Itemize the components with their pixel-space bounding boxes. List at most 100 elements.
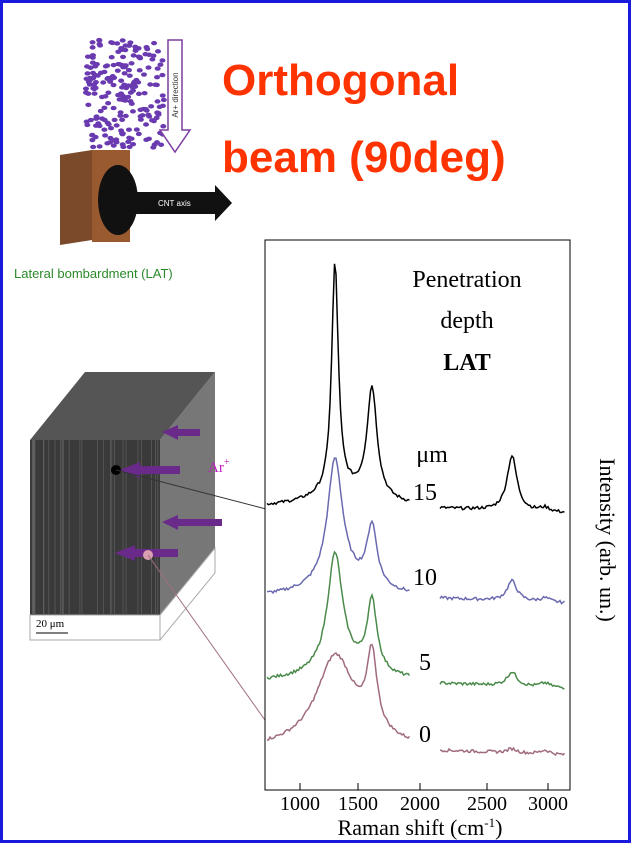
ion-dot: [116, 62, 123, 67]
ion-dot: [122, 47, 129, 53]
ion-dot: [150, 118, 157, 124]
ion-dot: [143, 137, 150, 143]
ion-dot: [102, 94, 109, 99]
ion-dot: [130, 53, 137, 58]
ion-dot: [120, 144, 127, 150]
title: Orthogonal: [222, 56, 459, 105]
ion-dot: [118, 78, 125, 83]
ion-dot: [114, 68, 121, 73]
ion-dot: [85, 79, 92, 85]
ion-dot: [137, 56, 144, 61]
ion-dot: [110, 143, 117, 148]
ion-dot: [145, 65, 152, 70]
sem-block: 20 μm Ar+: [29, 372, 273, 731]
ion-dot: [159, 103, 166, 108]
cnt-disc: [98, 165, 138, 235]
ion-dot: [110, 82, 117, 88]
ion-dot: [84, 122, 91, 128]
ion-dot: [97, 108, 104, 114]
ion-dot: [120, 64, 127, 70]
ion-dot: [153, 115, 160, 121]
ion-dot: [160, 124, 167, 129]
ion-dot: [107, 79, 114, 84]
ion-dot: [85, 91, 92, 96]
ion-dot: [110, 62, 117, 68]
x-tick-label: 1500: [338, 793, 378, 815]
ion-dot: [148, 104, 155, 109]
ion-label: Ar+: [208, 457, 230, 476]
ion-dot: [113, 123, 120, 128]
ion-dot: [105, 101, 112, 106]
ion-dot: [126, 73, 133, 78]
ion-dot: [84, 54, 91, 59]
ion-dot: [90, 144, 97, 150]
x-tick-label: 1000: [280, 793, 320, 815]
depth-label: 10: [413, 565, 437, 591]
ion-dot: [107, 126, 114, 131]
spectrum: [439, 746, 566, 757]
spectrum: [439, 578, 565, 605]
ion-dot: [143, 122, 150, 127]
ion-dot: [85, 102, 92, 108]
ion-dot: [102, 64, 109, 69]
ion-dot: [153, 140, 160, 145]
ion-dot: [108, 55, 115, 60]
spectrum: [439, 454, 565, 514]
ion-dot: [89, 137, 96, 143]
ion-dot: [128, 101, 135, 106]
ion-dot: [105, 90, 112, 95]
spectrum: [266, 550, 411, 680]
ion-dot: [92, 73, 99, 78]
ion-dot: [96, 38, 103, 43]
direction-arrow: [158, 39, 192, 154]
ion-dot: [136, 68, 143, 73]
ion-dot: [111, 117, 118, 123]
legend-text: Penetration: [412, 267, 521, 293]
ion-dot: [105, 75, 112, 81]
ion-dot: [160, 97, 167, 103]
depth-label: 0: [419, 722, 431, 748]
ion-dot: [155, 49, 162, 54]
illustration: Ar+ direction CNT axis Lateral bombardme…: [14, 37, 232, 281]
ion-dot: [125, 139, 132, 145]
ion-dot: [87, 65, 94, 70]
block-base: [29, 546, 216, 641]
ion-dot: [137, 114, 144, 119]
spectrum: [266, 457, 410, 595]
ion-dot: [118, 97, 125, 102]
ion-dot: [87, 117, 94, 123]
ion-dot: [132, 48, 139, 53]
ion-dot: [157, 62, 164, 67]
ion-dot: [129, 88, 136, 93]
legend-text: LAT: [443, 350, 491, 376]
depth-label: 15: [413, 480, 437, 506]
ion-dot: [100, 80, 107, 85]
ion-dot: [130, 141, 137, 147]
ion-dot: [125, 67, 132, 73]
ion-dot: [96, 144, 103, 149]
ion-dot: [133, 77, 140, 83]
ion-dot: [119, 131, 126, 136]
legend-text: depth: [440, 308, 493, 334]
ion-dot: [158, 142, 165, 147]
ion-dot: [122, 113, 129, 119]
spectrum: [267, 643, 411, 741]
ion-dot: [133, 127, 140, 132]
ion-dot: [106, 140, 113, 145]
ion-dot: [110, 105, 117, 111]
ion-dot: [137, 117, 144, 122]
ion-dot: [84, 71, 91, 76]
ion-dot: [135, 131, 142, 137]
ion-dot: [121, 71, 128, 76]
ion-dot: [149, 57, 156, 62]
ion-dot: [120, 54, 127, 60]
ion-dot: [159, 93, 166, 98]
ion-dot: [146, 52, 153, 57]
ion-dot: [89, 53, 96, 58]
ion-dot: [152, 82, 159, 87]
ion-dot: [83, 86, 90, 91]
x-axis-label: Raman shift (cm-1): [338, 815, 503, 840]
ion-dot: [140, 72, 147, 77]
ion-dot: [132, 44, 139, 49]
ion-dot: [132, 84, 139, 89]
